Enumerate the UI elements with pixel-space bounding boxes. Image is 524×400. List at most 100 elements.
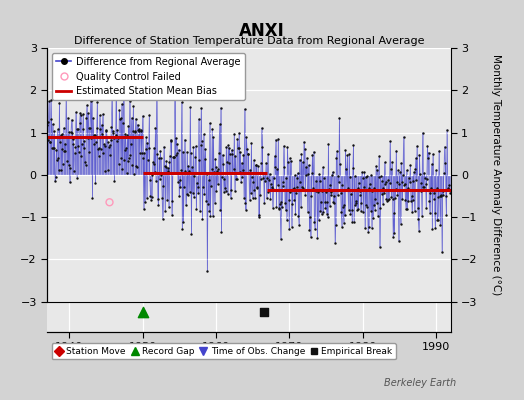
- Point: [241, 200, 249, 206]
- Point: [51, 174, 60, 180]
- Point: [67, 129, 75, 135]
- Point: [294, 212, 302, 219]
- Point: [270, 175, 278, 181]
- Point: [439, 192, 447, 198]
- Point: [403, 206, 411, 213]
- Point: [256, 191, 264, 198]
- Point: [260, 170, 269, 176]
- Point: [326, 182, 334, 188]
- Point: [137, 127, 146, 133]
- Point: [195, 157, 203, 164]
- Point: [226, 195, 235, 201]
- Point: [444, 187, 453, 193]
- Point: [160, 163, 169, 169]
- Point: [377, 191, 386, 198]
- Point: [428, 161, 436, 167]
- Point: [358, 169, 366, 175]
- Point: [44, 118, 52, 125]
- Point: [308, 152, 316, 158]
- Point: [114, 134, 122, 141]
- Point: [422, 176, 431, 182]
- Point: [420, 170, 429, 176]
- Point: [165, 158, 173, 165]
- Point: [249, 179, 257, 186]
- Point: [83, 102, 91, 108]
- Point: [189, 144, 198, 150]
- Point: [291, 211, 300, 218]
- Point: [306, 214, 314, 220]
- Point: [46, 139, 54, 145]
- Point: [284, 159, 292, 165]
- Point: [406, 162, 414, 169]
- Point: [384, 177, 392, 184]
- Point: [244, 150, 252, 157]
- Point: [222, 188, 230, 194]
- Point: [203, 268, 212, 274]
- Point: [163, 165, 172, 171]
- Point: [301, 192, 309, 198]
- Point: [190, 194, 198, 200]
- Point: [43, 137, 52, 143]
- Point: [328, 172, 336, 178]
- Point: [185, 168, 193, 174]
- Point: [327, 192, 335, 198]
- Point: [430, 196, 438, 203]
- Point: [110, 178, 118, 184]
- Point: [61, 148, 70, 154]
- Point: [164, 168, 172, 174]
- Point: [94, 146, 102, 152]
- Point: [146, 192, 155, 199]
- Point: [200, 191, 209, 198]
- Point: [188, 164, 196, 170]
- Point: [241, 106, 249, 112]
- Point: [172, 140, 181, 147]
- Point: [325, 203, 334, 209]
- Point: [108, 130, 117, 136]
- Point: [70, 150, 79, 157]
- Point: [398, 196, 407, 202]
- Point: [191, 143, 200, 150]
- Point: [290, 172, 299, 178]
- Point: [59, 125, 68, 131]
- Point: [263, 174, 271, 181]
- Point: [323, 199, 331, 206]
- Point: [391, 194, 399, 201]
- Point: [125, 155, 133, 161]
- Point: [435, 148, 443, 154]
- Point: [314, 188, 322, 195]
- Point: [370, 206, 379, 213]
- Point: [374, 174, 383, 180]
- Point: [268, 204, 277, 211]
- Point: [442, 193, 450, 199]
- Point: [381, 180, 389, 187]
- Point: [310, 218, 319, 225]
- Point: [160, 144, 168, 150]
- Point: [417, 180, 425, 186]
- Point: [337, 224, 346, 230]
- Point: [130, 171, 138, 177]
- Point: [289, 185, 298, 192]
- Point: [396, 221, 405, 227]
- Point: [248, 174, 256, 180]
- Point: [154, 196, 162, 202]
- Point: [205, 120, 214, 126]
- Point: [424, 155, 432, 162]
- Point: [57, 132, 65, 138]
- Point: [186, 104, 194, 111]
- Point: [362, 174, 370, 180]
- Point: [187, 231, 195, 238]
- Point: [406, 179, 414, 185]
- Point: [429, 151, 437, 157]
- Point: [201, 146, 210, 152]
- Point: [387, 194, 396, 200]
- Point: [398, 178, 406, 185]
- Point: [267, 181, 275, 188]
- Point: [174, 146, 183, 153]
- Point: [425, 198, 433, 205]
- Point: [95, 112, 104, 119]
- Point: [88, 194, 96, 201]
- Point: [360, 169, 368, 175]
- Point: [194, 189, 202, 196]
- Point: [65, 129, 73, 135]
- Point: [349, 142, 357, 148]
